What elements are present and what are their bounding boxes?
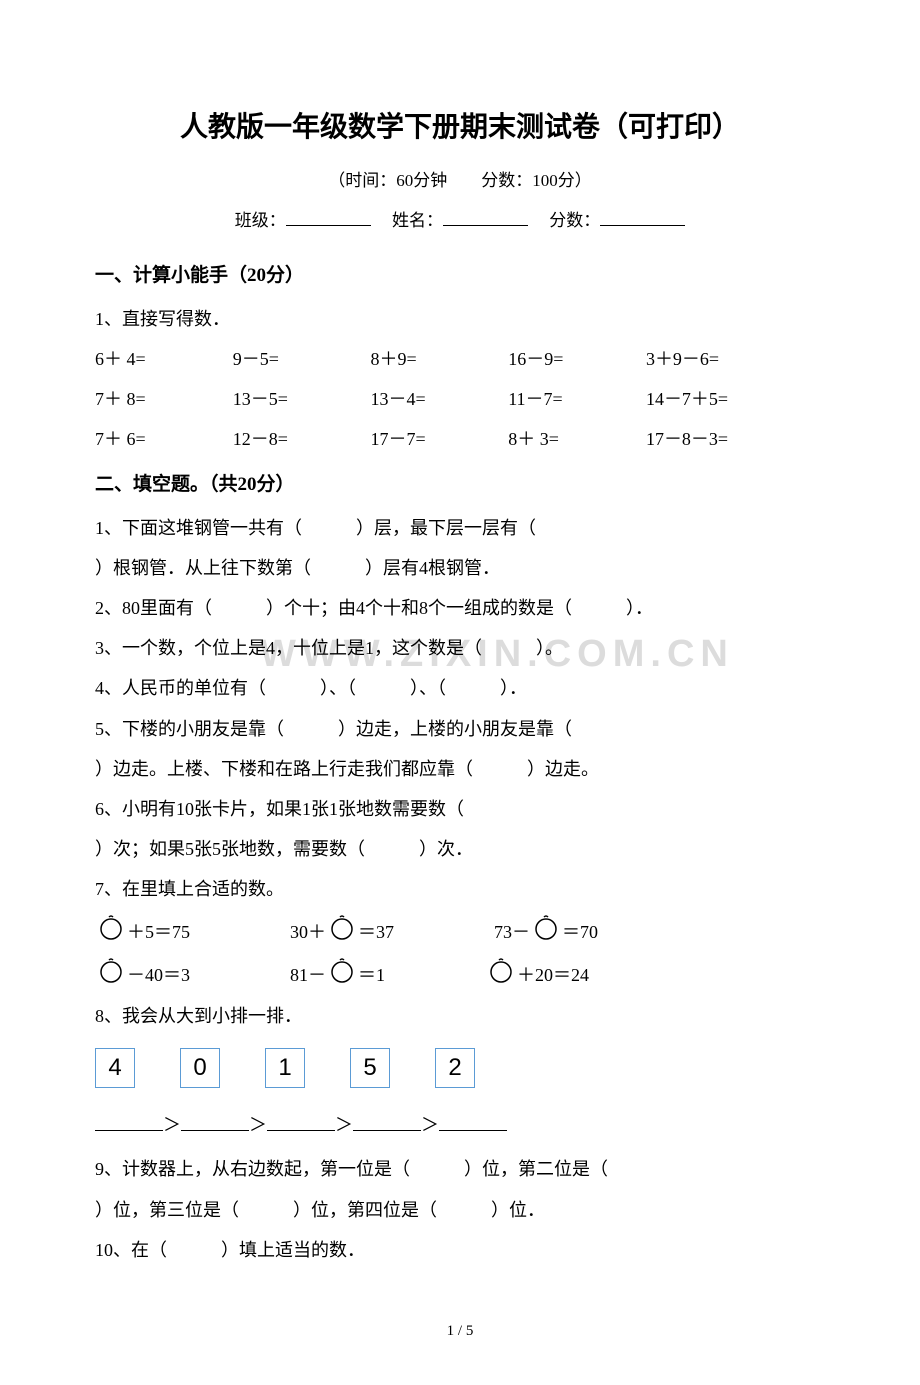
apple-group: 73－ ＝70 (494, 913, 598, 952)
apple-group: 81－ ＝1 (290, 956, 385, 995)
sort-blank (95, 1113, 163, 1131)
sort-blank (439, 1113, 507, 1131)
s2-q2: 2、80里面有（ ）个十；由4个十和8个一组成的数是（ ）． (95, 591, 825, 625)
eq-text: ＝1 (358, 958, 385, 992)
calc-cell: 8＋ 3= (508, 422, 646, 456)
calc-cell: 17－8－3= (646, 422, 825, 456)
calc-cell: 12－8= (233, 422, 371, 456)
s2-q5b: ）边走。上楼、下楼和在路上行走我们都应靠（ ）边走。 (95, 752, 825, 786)
eq-text: ＋20＝24 (517, 958, 589, 992)
calc-row: 7＋ 6= 12－8= 17－7= 8＋ 3= 17－8－3= (95, 422, 825, 456)
gt-symbol: ＞ (421, 1115, 439, 1135)
calc-cell: 14－7＋5= (646, 382, 825, 416)
apple-icon (328, 913, 356, 952)
apple-group: 30＋ ＝37 (290, 913, 394, 952)
apple-row-1: ＋5＝75 30＋ ＝37 73－ ＝70 (95, 913, 825, 952)
gt-symbol: ＞ (335, 1115, 353, 1135)
s2-q9a: 9、计数器上，从右边数起，第一位是（ ）位，第二位是（ (95, 1152, 825, 1186)
name-label: 姓名： (392, 211, 443, 230)
calc-cell: 16－9= (508, 342, 646, 376)
apple-group: ＋20＝24 (485, 956, 589, 995)
apple-group: ＋5＝75 (95, 913, 190, 952)
eq-text: ＝70 (562, 915, 598, 949)
calc-cell: 7＋ 6= (95, 422, 233, 456)
s2-q8: 8、我会从大到小排一排． (95, 999, 825, 1033)
apple-group: －40＝3 (95, 956, 190, 995)
num-box: 2 (435, 1048, 475, 1088)
apple-icon (328, 956, 356, 995)
section1-header: 一、计算小能手（20分） (95, 258, 825, 294)
s1-q1-label: 1、直接写得数． (95, 302, 825, 336)
page-title: 人教版一年级数学下册期末测试卷（可打印） (95, 100, 825, 153)
class-blank (286, 206, 371, 226)
apple-icon (532, 913, 560, 952)
sort-line: ＞ ＞ ＞ ＞ (95, 1108, 825, 1142)
eq-text: ＋5＝75 (127, 915, 190, 949)
info-line: 班级： 姓名： 分数： (95, 205, 825, 237)
calc-cell: 8＋9= (370, 342, 508, 376)
apple-icon (97, 956, 125, 995)
num-box: 1 (265, 1048, 305, 1088)
apple-icon (487, 956, 515, 995)
gt-symbol: ＞ (249, 1115, 267, 1135)
number-boxes: 4 0 1 5 2 (95, 1048, 825, 1088)
sort-blank (353, 1113, 421, 1131)
gt-symbol: ＞ (163, 1115, 181, 1135)
s2-q9b: ）位，第三位是（ ）位，第四位是（ ）位． (95, 1193, 825, 1227)
calc-cell: 13－4= (370, 382, 508, 416)
eq-text: 30＋ (290, 915, 326, 949)
calc-row: 6＋ 4= 9－5= 8＋9= 16－9= 3＋9－6= (95, 342, 825, 376)
page-content: 人教版一年级数学下册期末测试卷（可打印） （时间：60分钟 分数：100分） 班… (95, 100, 825, 1345)
s2-q5a: 5、下楼的小朋友是靠（ ）边走，上楼的小朋友是靠（ (95, 712, 825, 746)
score-blank (600, 206, 685, 226)
section2-header: 二、填空题。（共20分） (95, 467, 825, 503)
num-box: 5 (350, 1048, 390, 1088)
apple-row-2: －40＝3 81－ ＝1 ＋20＝24 (95, 956, 825, 995)
eq-text: ＝37 (358, 915, 394, 949)
sort-blank (267, 1113, 335, 1131)
s2-q4: 4、人民币的单位有（ ）、（ ）、（ ）． (95, 671, 825, 705)
s2-q3: 3、一个数，个位上是4，十位上是1，这个数是（ ）。 (95, 631, 825, 665)
calc-cell: 6＋ 4= (95, 342, 233, 376)
s2-q10: 10、在（ ）填上适当的数． (95, 1233, 825, 1267)
page-footer: 1 / 5 (95, 1317, 825, 1346)
calc-cell: 7＋ 8= (95, 382, 233, 416)
calc-cell: 9－5= (233, 342, 371, 376)
num-box: 4 (95, 1048, 135, 1088)
s2-q6a: 6、小明有10张卡片，如果1张1张地数需要数（ (95, 792, 825, 826)
eq-text: 73－ (494, 915, 530, 949)
class-label: 班级： (235, 211, 286, 230)
s2-q6b: ）次；如果5张5张地数，需要数（ ）次． (95, 832, 825, 866)
sort-blank (181, 1113, 249, 1131)
eq-text: －40＝3 (127, 958, 190, 992)
subtitle: （时间：60分钟 分数：100分） (95, 165, 825, 197)
s2-q1b: ）根钢管．从上往下数第（ ）层有4根钢管． (95, 551, 825, 585)
calc-cell: 11－7= (508, 382, 646, 416)
s2-q1a: 1、下面这堆钢管一共有（ ）层，最下层一层有（ (95, 511, 825, 545)
name-blank (443, 206, 528, 226)
calc-cell: 3＋9－6= (646, 342, 825, 376)
calc-row: 7＋ 8= 13－5= 13－4= 11－7= 14－7＋5= (95, 382, 825, 416)
apple-icon (97, 913, 125, 952)
score-label: 分数： (549, 211, 600, 230)
eq-text: 81－ (290, 958, 326, 992)
calc-cell: 17－7= (370, 422, 508, 456)
calc-cell: 13－5= (233, 382, 371, 416)
s2-q7: 7、在里填上合适的数。 (95, 872, 825, 906)
num-box: 0 (180, 1048, 220, 1088)
